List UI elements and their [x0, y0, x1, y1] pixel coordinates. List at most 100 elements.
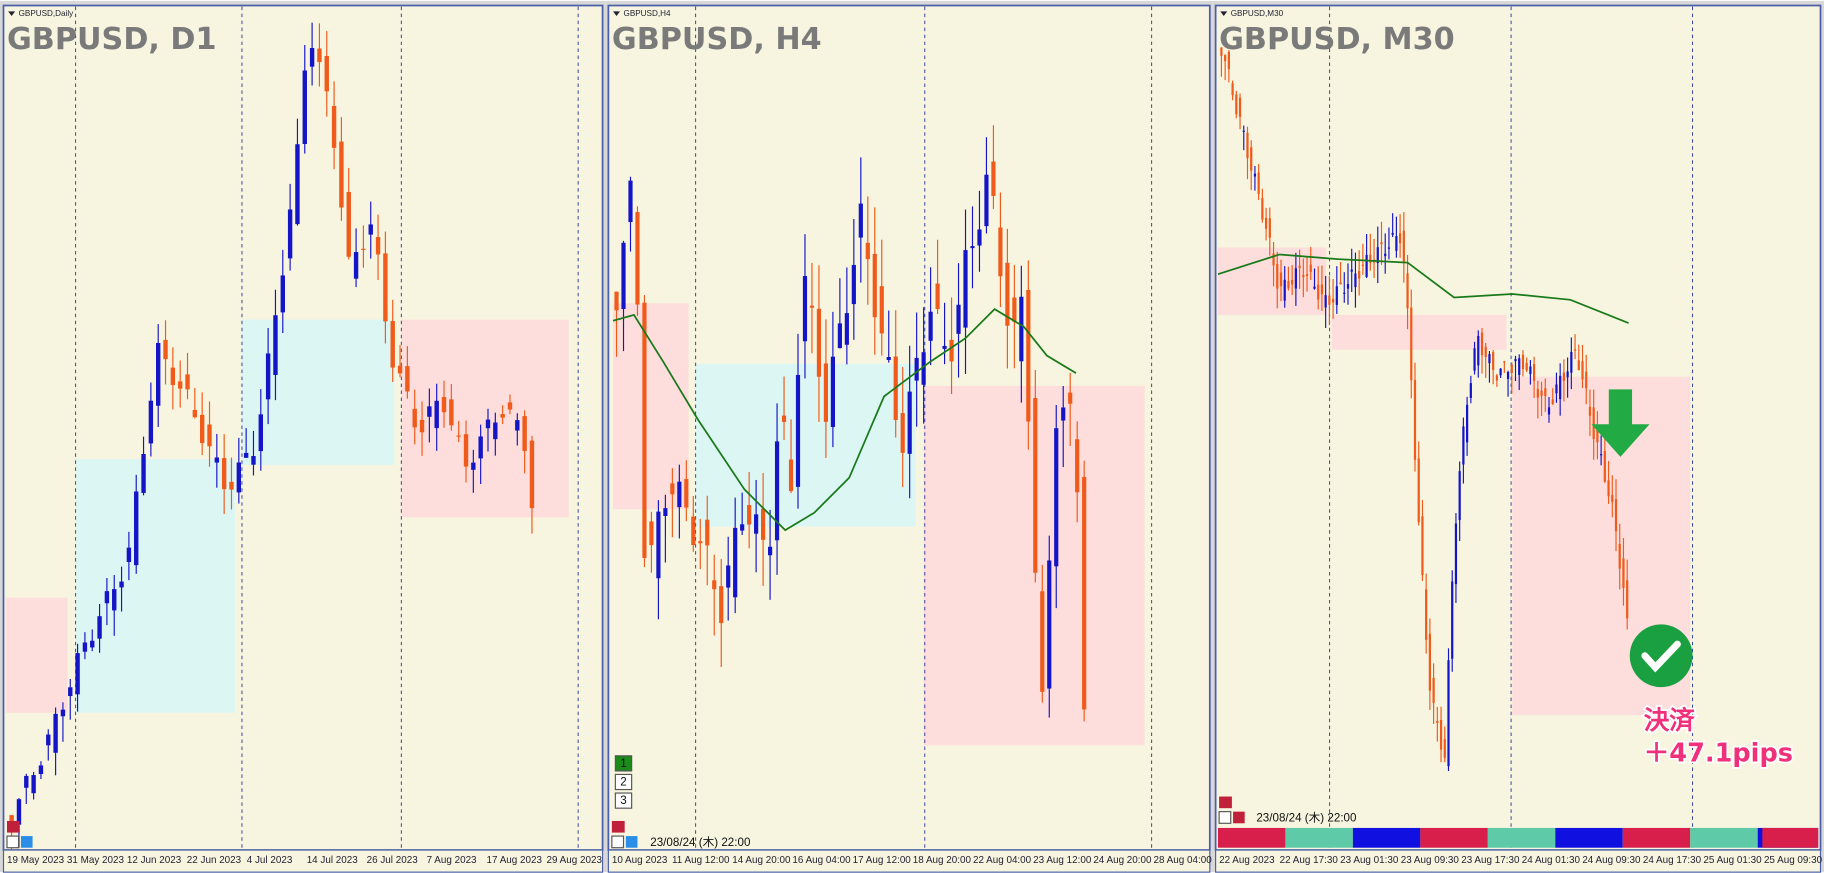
candle-body — [1603, 451, 1606, 482]
date-label: 16 Aug 04:00 — [792, 855, 851, 866]
candle-body — [1261, 198, 1264, 220]
candle-body — [642, 302, 647, 558]
candle-body — [24, 775, 29, 788]
candle-body — [691, 516, 696, 546]
date-label: 12 Jun 2023 — [127, 855, 182, 866]
window-tab: GBPUSD,M30 — [1231, 9, 1284, 18]
minimize-button[interactable] — [1219, 796, 1232, 809]
candle-body — [886, 357, 891, 360]
candle-body — [670, 483, 675, 495]
candle-body — [1473, 348, 1476, 371]
minimize-button[interactable] — [6, 820, 20, 833]
candle-body — [1596, 429, 1599, 443]
candle-body — [795, 374, 801, 487]
candle-body — [1350, 269, 1353, 272]
candle-body — [684, 479, 689, 508]
restore-button[interactable] — [625, 836, 638, 848]
candle-body — [1361, 264, 1364, 266]
candle-body — [1294, 268, 1297, 289]
date-label: 19 May 2023 — [7, 855, 65, 866]
close-button[interactable] — [1218, 811, 1232, 824]
tab-arrow — [1220, 11, 1228, 16]
candle-body — [656, 511, 661, 579]
candle-body — [1406, 273, 1409, 309]
candle-body — [295, 144, 300, 225]
candle-body — [754, 514, 759, 534]
candle-body — [1272, 253, 1275, 266]
restore-button[interactable] — [1233, 811, 1245, 824]
candle-body — [1033, 398, 1038, 573]
candle-body — [60, 709, 66, 717]
date-label: 24 Aug 20:00 — [1093, 855, 1152, 866]
candle-body — [942, 345, 947, 349]
candle-body — [621, 242, 626, 310]
candle-body — [733, 527, 738, 598]
candle-body — [1585, 371, 1588, 389]
restore-button[interactable] — [20, 836, 33, 848]
candle-body — [1611, 494, 1614, 503]
candle-body — [148, 400, 154, 444]
candle-body — [1492, 352, 1495, 370]
chart-title: GBPUSD, D1 — [7, 22, 217, 57]
date-label: 25 Aug 09:30 — [1764, 855, 1823, 866]
candle-body — [837, 323, 842, 349]
candle-body — [405, 366, 410, 392]
minimize-button[interactable] — [611, 820, 625, 833]
candle-body — [1525, 362, 1528, 371]
candle-body — [1547, 407, 1551, 415]
candle-body — [229, 481, 234, 490]
candle-body — [1592, 407, 1595, 440]
badge-label[interactable]: 1 — [620, 757, 626, 770]
candle-body — [1573, 349, 1577, 351]
candle-body — [207, 424, 212, 447]
candle-body — [1451, 581, 1454, 659]
close-button[interactable] — [6, 835, 20, 849]
candle-body — [1040, 591, 1045, 692]
badge-label[interactable]: 2 — [620, 776, 626, 789]
candle-body — [251, 456, 256, 465]
candle-body — [331, 106, 337, 148]
close-button[interactable] — [611, 835, 625, 849]
date-label: 23 Aug 01:30 — [1340, 855, 1399, 866]
candle-body — [1242, 130, 1245, 132]
candle-body — [747, 505, 752, 525]
candle-body — [781, 415, 787, 422]
date-label: 17 Aug 2023 — [487, 855, 543, 866]
window-tab: GBPUSD,Daily — [19, 9, 75, 18]
candle-body — [1324, 295, 1327, 308]
badge-box[interactable] — [614, 755, 633, 772]
session-bar — [1690, 827, 1758, 848]
candle-body — [1047, 560, 1052, 689]
date-label: 24 Aug 01:30 — [1522, 855, 1581, 866]
candle-body — [1335, 286, 1338, 305]
candle-body — [1313, 286, 1316, 289]
candle-body — [921, 352, 926, 385]
candle-body — [1354, 273, 1357, 288]
candle-body — [97, 616, 102, 639]
badge-box[interactable] — [614, 773, 633, 791]
candle-body — [928, 311, 933, 341]
badge-label[interactable]: 3 — [620, 794, 626, 807]
candle-body — [302, 70, 307, 144]
candle-body — [1283, 279, 1286, 301]
candle-body — [816, 308, 822, 377]
candle-body — [339, 141, 344, 208]
chart-window: GBPUSD,Daily GBPUSD, D1 19 May 2023 31 May … — [2, 4, 604, 873]
badge-box[interactable] — [614, 792, 633, 809]
candle-body — [802, 276, 808, 342]
candle-body — [185, 374, 190, 390]
candle-body — [38, 765, 44, 775]
candle-body — [1484, 346, 1487, 358]
candle-body — [1026, 289, 1031, 422]
candle-body — [471, 462, 476, 470]
candle-body — [1291, 279, 1294, 285]
candle-body — [712, 580, 717, 590]
candle-body — [199, 414, 205, 444]
date-label: 28 Aug 04:00 — [1154, 855, 1213, 866]
candle-body — [258, 414, 264, 452]
candle-body — [949, 339, 954, 362]
date-label: 23 Aug 17:30 — [1461, 855, 1520, 866]
candle-body — [823, 363, 829, 422]
candle-body — [141, 454, 146, 493]
candle-body — [1499, 368, 1502, 376]
